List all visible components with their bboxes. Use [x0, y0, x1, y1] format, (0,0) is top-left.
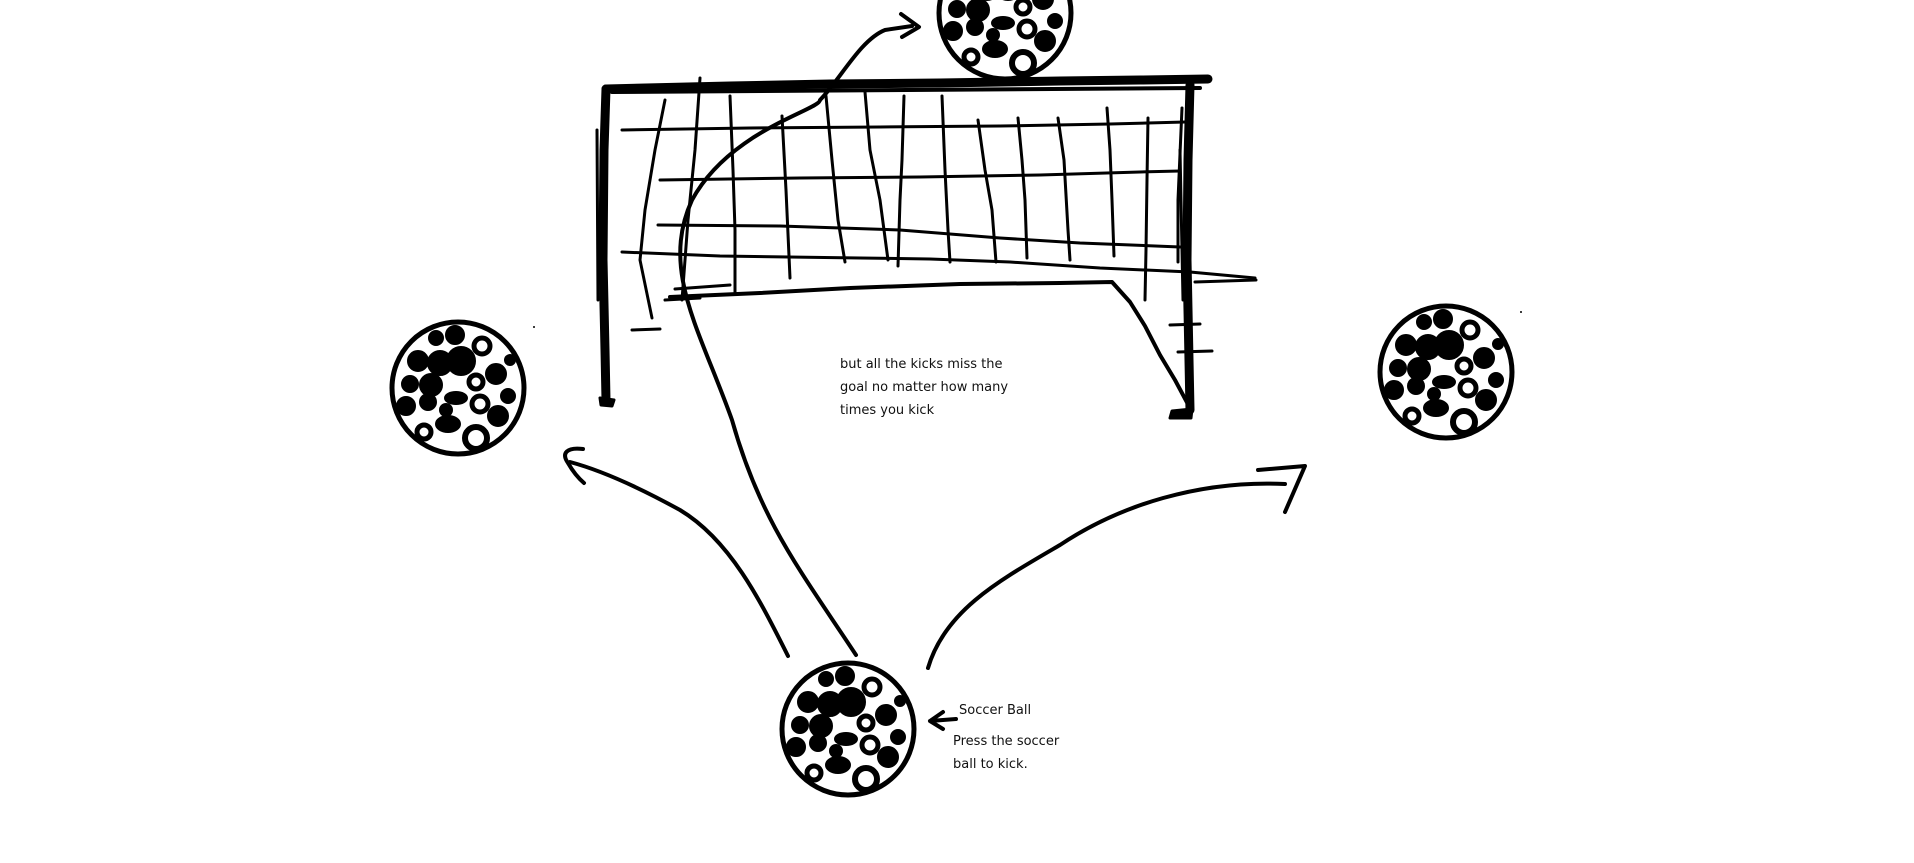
kick-instruction: Press the soccer ball to kick.	[953, 734, 1060, 772]
arrowhead-right	[1256, 464, 1307, 514]
stray-dot	[1520, 311, 1522, 313]
soccer-ball-label: Soccer Ball	[959, 703, 1032, 718]
kick-trajectories	[563, 12, 1307, 731]
soccer-ball-kick-button[interactable]	[782, 663, 914, 795]
trajectory-left	[568, 460, 790, 658]
soccer-ball-right	[1380, 306, 1512, 438]
trajectory-over-goal	[678, 24, 914, 657]
stray-dot	[533, 326, 535, 328]
arrowhead-top	[899, 12, 921, 39]
label-pointer-arrow	[928, 710, 958, 731]
trajectory-right	[926, 481, 1287, 670]
miss-caption: but all the kicks miss the goal no matte…	[840, 357, 1009, 418]
arrowhead-left	[563, 446, 586, 485]
soccer-ball-top	[939, 0, 1071, 79]
soccer-ball-left	[392, 322, 524, 454]
